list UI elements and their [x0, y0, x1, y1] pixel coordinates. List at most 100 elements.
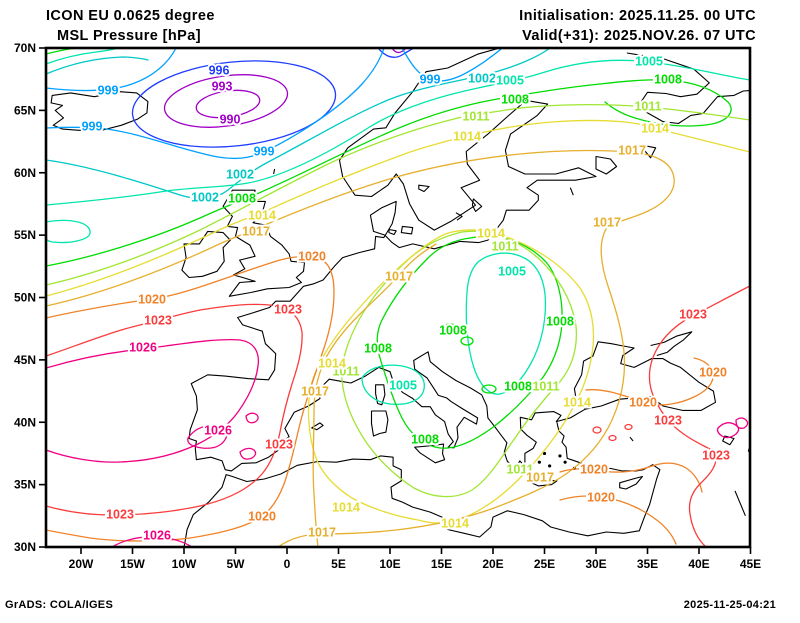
- coastline: [734, 490, 746, 517]
- isobar-1005: [361, 364, 425, 406]
- isobar-1026: [716, 422, 740, 439]
- isobar-label-1017: 1017: [301, 384, 329, 398]
- isobar-label-1017: 1017: [308, 525, 336, 539]
- isobar-label-1014: 1014: [318, 356, 346, 370]
- isobar-1008: [441, 323, 459, 335]
- coastline: [722, 435, 735, 446]
- isobar-label-1026: 1026: [143, 528, 171, 542]
- coastline: [414, 443, 446, 464]
- coastline: [650, 331, 693, 357]
- isobar-1020: [559, 495, 677, 545]
- isobar-label-1014: 1014: [477, 226, 505, 240]
- isobar-label-1023: 1023: [654, 413, 682, 427]
- isobar-label-1023: 1023: [274, 302, 302, 316]
- lon-label: 0: [284, 557, 291, 571]
- isobar-label-990: 990: [220, 112, 241, 126]
- lon-label: 20W: [69, 557, 94, 571]
- isobars: [46, 48, 750, 547]
- lat-label: 70N: [14, 41, 36, 55]
- isobar-label-1005: 1005: [498, 264, 526, 278]
- coastline: [629, 436, 634, 442]
- coastline: [400, 225, 414, 235]
- lon-label: 45E: [740, 557, 761, 571]
- coastline: [311, 422, 324, 431]
- isobar-label-1017: 1017: [618, 143, 646, 157]
- coastline: [50, 91, 149, 131]
- isobar-1026: [111, 536, 193, 547]
- lat-label: 65N: [14, 103, 36, 117]
- isobar-999: [401, 48, 503, 82]
- isobar-label-1011: 1011: [332, 364, 359, 378]
- isobar-label-1008: 1008: [228, 191, 256, 205]
- isobar-label-1008: 1008: [501, 92, 529, 106]
- island-dot: [558, 454, 562, 458]
- isobar-1005: [465, 252, 547, 395]
- isobar-1026: [46, 339, 260, 463]
- isobar-label-1017: 1017: [385, 269, 413, 283]
- isobar-label-1011: 1011: [491, 239, 518, 253]
- lon-label: 5E: [331, 557, 346, 571]
- isobar-1005: [46, 48, 119, 65]
- isobar-993: [163, 74, 289, 128]
- isobar-1023: [46, 303, 303, 516]
- isobar-999: [46, 48, 177, 92]
- lat-label: 50N: [14, 291, 36, 305]
- footer-timestamp: 2025-11-25-04:21: [683, 599, 776, 611]
- isobar-1026: [245, 412, 259, 424]
- header-field-title: MSL Pressure [hPa]: [57, 28, 201, 44]
- isobar-label-1008: 1008: [439, 323, 467, 337]
- isobar-label-1026: 1026: [129, 340, 157, 354]
- lat-label: 30N: [14, 540, 36, 554]
- lon-label: 20E: [482, 557, 503, 571]
- lon-label: 5W: [227, 557, 246, 571]
- isobar-label-999: 999: [82, 119, 103, 133]
- coastline: [455, 212, 463, 221]
- isobar-label-1023: 1023: [265, 437, 293, 451]
- isobar-1026: [187, 425, 228, 449]
- isobar-1023: [608, 434, 617, 442]
- isobar-label-1014: 1014: [563, 395, 591, 409]
- isobar-1020: [559, 462, 703, 493]
- isobar-label-1020: 1020: [699, 365, 727, 379]
- isobar-label-999: 999: [254, 144, 275, 158]
- isobar-label-1014: 1014: [441, 516, 469, 530]
- lat-label: 35N: [14, 478, 36, 492]
- isobar-label-1008: 1008: [364, 341, 392, 355]
- isobar-label-1017: 1017: [242, 224, 270, 238]
- isobar-label-1011: 1011: [506, 462, 533, 476]
- lon-label: 25E: [534, 557, 555, 571]
- isobar-1023: [592, 426, 602, 434]
- isobar-label-1023: 1023: [144, 313, 172, 327]
- isobar-1023: [648, 285, 750, 547]
- lon-label: 35E: [637, 557, 658, 571]
- isobar-label-1008: 1008: [654, 72, 682, 86]
- isobar-label-1002: 1002: [226, 167, 254, 181]
- footer-grads-credit: GrADS: COLA/IGES: [5, 599, 114, 611]
- lon-label: 30E: [585, 557, 606, 571]
- isobar-label-999: 999: [98, 83, 119, 97]
- coastline: [471, 198, 483, 212]
- isobar-label-1011: 1011: [462, 109, 489, 123]
- coastline: [188, 48, 597, 472]
- lon-label: 10W: [172, 557, 197, 571]
- coastline: [222, 189, 306, 297]
- isobar-label-1014: 1014: [248, 208, 276, 222]
- isobar-996: [377, 48, 415, 58]
- isobar-label-993: 993: [212, 79, 233, 93]
- isobar-999: [46, 48, 385, 160]
- isobar-label-1008: 1008: [504, 379, 532, 393]
- isobar-label-1020: 1020: [138, 292, 166, 306]
- lon-label: 15W: [120, 557, 145, 571]
- isobar-label-1017: 1017: [526, 470, 554, 484]
- isobar-label-1017: 1017: [593, 215, 621, 229]
- isobar-1008: [460, 336, 474, 346]
- lat-label: 60N: [14, 166, 36, 180]
- lat-label: 55N: [14, 228, 36, 242]
- coastline: [619, 475, 643, 490]
- isobar-993: [391, 48, 407, 54]
- isobar-1005: [46, 219, 91, 244]
- coastline: [529, 477, 558, 487]
- coastline: [573, 341, 717, 411]
